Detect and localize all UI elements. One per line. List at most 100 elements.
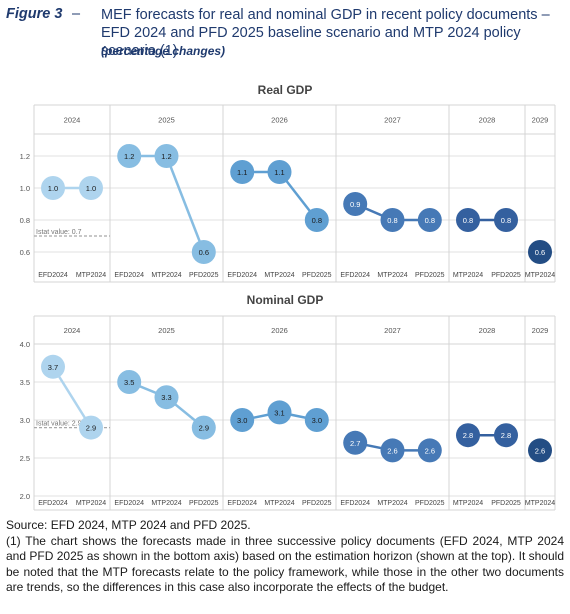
explanatory-note: (1) The chart shows the forecasts made i… [6, 533, 564, 595]
x-doc-label: EFD2024 [114, 272, 144, 279]
data-label: 2.7 [350, 439, 360, 448]
year-column-2029: 2029 2.6 MTP2024 [525, 326, 555, 507]
year-column-2026: 2026 3.0 EFD2024 3.1 MTP2024 3.0 PFD2025 [227, 326, 331, 507]
data-label: 2.9 [199, 424, 209, 433]
data-label: 2.8 [463, 431, 473, 440]
data-label: 2.8 [501, 431, 511, 440]
x-doc-label: EFD2024 [340, 272, 370, 279]
year-header-label: 2025 [158, 116, 175, 125]
data-label: 0.8 [312, 216, 322, 225]
year-header-label: 2024 [64, 326, 81, 335]
year-header-label: 2026 [271, 116, 288, 125]
data-label: 2.6 [387, 446, 397, 455]
data-label: 0.8 [463, 216, 473, 225]
istat-reference-label: Istat value: 2.9 [36, 421, 82, 428]
y-tick-label: 3.5 [20, 378, 30, 387]
figure-footer: Source: EFD 2024, MTP 2024 and PFD 2025.… [6, 518, 564, 596]
x-doc-label: MTP2024 [76, 500, 106, 507]
figure-subtitle: (percentage changes) [101, 44, 226, 58]
data-point [191, 415, 216, 440]
x-doc-label: PFD2025 [491, 500, 521, 507]
year-header-label: 2026 [271, 326, 288, 335]
year-column-2028: 2028 0.8 MTP2024 0.8 PFD2025 [453, 116, 521, 280]
data-label: 3.1 [274, 408, 284, 417]
y-tick-label: 2.0 [20, 492, 30, 501]
year-header-label: 2028 [479, 326, 496, 335]
year-header-label: 2027 [384, 326, 401, 335]
data-point [343, 430, 368, 455]
data-point [380, 438, 405, 463]
connector-line [165, 155, 205, 253]
x-doc-label: MTP2024 [76, 272, 106, 279]
data-point [230, 408, 255, 432]
data-label: 1.2 [124, 152, 134, 161]
x-doc-label: EFD2024 [227, 272, 257, 279]
data-point [380, 208, 405, 232]
data-point [154, 144, 179, 168]
data-label: 0.8 [387, 216, 397, 225]
istat-reference-label: Istat value: 0.7 [36, 229, 82, 236]
nominal-gdp-panel: Nominal GDP 4.0 3.5 3.0 2.5 2.0 Istat value: 2… [20, 293, 556, 511]
x-doc-label: EFD2024 [340, 500, 370, 507]
gdp-forecast-chart: Real GDP 1.2 1.0 0.8 0.6 Istat value: 0.7 2024… [20, 83, 556, 511]
data-point [456, 208, 480, 232]
year-column-2024: 2024 1.0 EFD2024 1.0 MTP2024 [38, 116, 106, 280]
year-column-2028: 2028 2.8 MTP2024 2.8 PFD2025 [453, 326, 521, 507]
x-doc-label: MTP2024 [453, 272, 483, 279]
data-label: 1.1 [274, 168, 284, 177]
x-doc-label: MTP2024 [525, 500, 555, 507]
y-tick-label: 0.6 [20, 248, 30, 257]
data-point [191, 240, 216, 264]
data-label: 1.2 [161, 152, 171, 161]
year-column-2024: 2024 3.7 EFD2024 2.9 MTP2024 [38, 326, 106, 507]
data-point [343, 192, 368, 216]
data-point [528, 240, 552, 264]
x-doc-label: EFD2024 [38, 500, 68, 507]
year-column-2026: 2026 1.1 EFD2024 1.1 MTP2024 0.8 PFD2025 [227, 116, 331, 280]
data-label: 3.5 [124, 378, 134, 387]
x-doc-label: MTP2024 [264, 272, 294, 279]
data-label: 3.3 [161, 393, 171, 402]
data-point [41, 354, 65, 379]
x-doc-label: MTP2024 [377, 272, 407, 279]
year-column-2025: 2025 1.2 EFD2024 1.2 MTP2024 0.6 PFD2025 [114, 116, 218, 280]
data-point [79, 176, 103, 200]
data-point [267, 160, 292, 184]
x-doc-label: MTP2024 [453, 500, 483, 507]
panel-title: Nominal GDP [247, 293, 324, 307]
data-point [456, 423, 480, 448]
year-header-label: 2028 [479, 116, 496, 125]
data-label: 0.8 [501, 216, 511, 225]
year-header-label: 2027 [384, 116, 401, 125]
data-point [267, 400, 292, 425]
data-point [230, 160, 255, 184]
data-label: 3.0 [237, 416, 247, 425]
data-point [154, 385, 179, 410]
data-point [304, 408, 329, 432]
year-header-label: 2029 [532, 326, 549, 335]
y-tick-label: 2.5 [20, 454, 30, 463]
y-tick-label: 3.0 [20, 416, 30, 425]
y-tick-label: 4.0 [20, 340, 30, 349]
y-tick-label: 0.8 [20, 216, 30, 225]
x-doc-label: MTP2024 [151, 272, 181, 279]
year-header-label: 2029 [532, 116, 549, 125]
panel-title: Real GDP [258, 83, 313, 97]
data-label: 0.6 [199, 248, 209, 257]
figure-dash: – [72, 6, 81, 22]
data-point [117, 144, 142, 168]
data-point [528, 438, 552, 463]
data-label: 3.0 [312, 416, 322, 425]
data-label: 2.9 [86, 424, 96, 433]
year-column-2029: 2029 0.6 MTP2024 [525, 116, 555, 280]
data-point [417, 438, 442, 463]
data-point [79, 415, 103, 440]
data-point [494, 423, 518, 448]
data-label: 1.0 [48, 184, 58, 193]
figure-label: Figure 3 [6, 6, 63, 22]
x-doc-label: PFD2025 [415, 500, 445, 507]
year-column-2027: 2027 2.7 EFD2024 2.6 MTP2024 2.6 PFD2025 [340, 326, 444, 507]
data-label: 1.0 [86, 184, 96, 193]
x-doc-label: PFD2025 [491, 272, 521, 279]
